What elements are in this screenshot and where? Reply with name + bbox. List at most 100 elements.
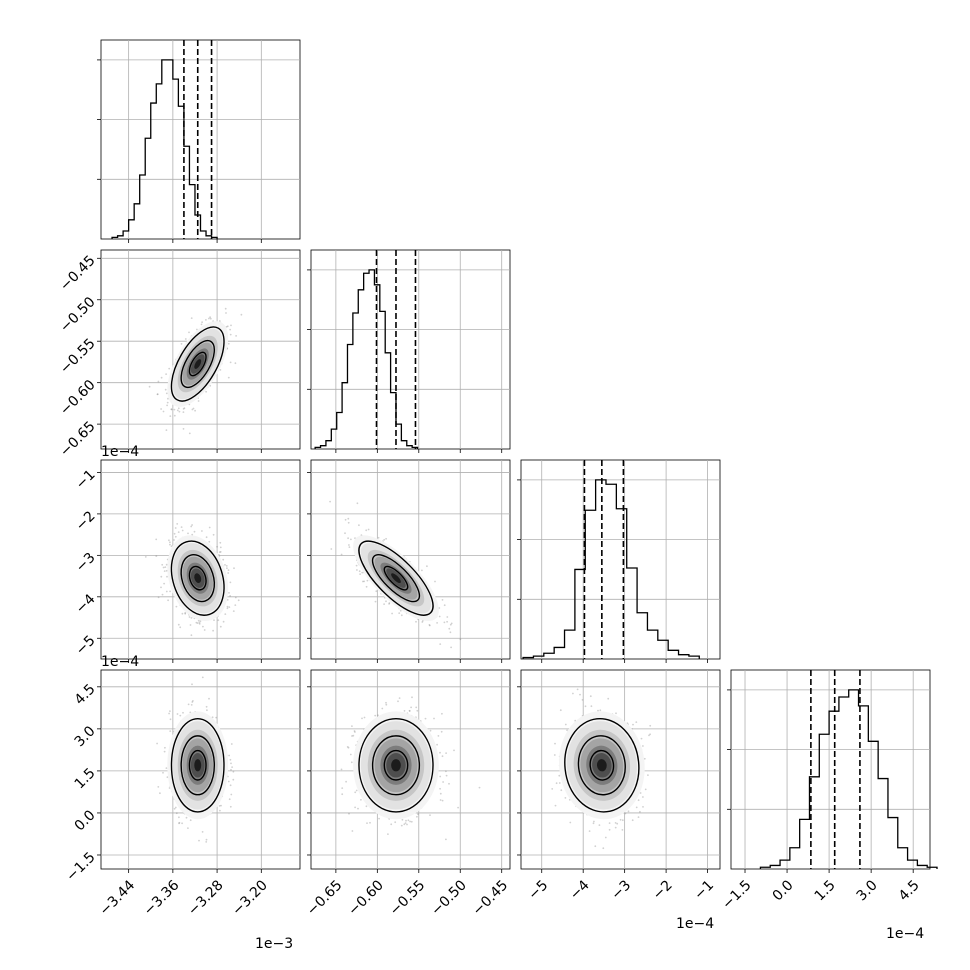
x-tick-label-p4-3: 1.5 bbox=[812, 877, 839, 904]
sample-point bbox=[405, 819, 407, 822]
sample-point bbox=[182, 411, 185, 413]
sample-point bbox=[191, 524, 194, 526]
sample-point bbox=[232, 610, 235, 612]
sample-point bbox=[197, 619, 200, 622]
contour-line bbox=[170, 717, 225, 813]
sample-point bbox=[439, 643, 442, 645]
sample-point bbox=[209, 384, 212, 387]
contour-line bbox=[188, 351, 207, 377]
sample-point bbox=[594, 845, 597, 848]
sample-point bbox=[348, 812, 350, 815]
sample-point bbox=[448, 627, 451, 630]
sample-point bbox=[429, 729, 432, 732]
sample-point bbox=[478, 786, 481, 789]
sample-point bbox=[387, 833, 389, 835]
panel-content bbox=[156, 676, 235, 843]
sample-point bbox=[226, 607, 229, 610]
sample-point bbox=[340, 553, 343, 556]
sample-point bbox=[566, 729, 568, 732]
sample-point bbox=[164, 566, 167, 568]
sample-point bbox=[176, 409, 179, 412]
sample-point bbox=[599, 709, 602, 712]
histogram-1 bbox=[111, 59, 218, 239]
sample-point bbox=[635, 806, 638, 809]
sample-point bbox=[375, 590, 378, 593]
sample-point bbox=[415, 706, 418, 709]
sample-point bbox=[590, 705, 593, 708]
sample-point bbox=[344, 532, 346, 535]
sample-point bbox=[199, 620, 202, 623]
sample-point bbox=[428, 624, 431, 626]
sample-point bbox=[192, 407, 195, 410]
sample-point bbox=[181, 612, 184, 615]
sample-point bbox=[329, 500, 331, 503]
sample-point bbox=[579, 693, 581, 696]
sample-point bbox=[589, 695, 592, 698]
sample-point bbox=[215, 716, 218, 719]
panel-content bbox=[329, 500, 462, 649]
sample-point bbox=[155, 538, 158, 541]
sample-point bbox=[643, 757, 646, 760]
sample-point bbox=[170, 408, 173, 411]
density-level bbox=[194, 359, 202, 369]
sample-point bbox=[226, 567, 228, 570]
sample-point bbox=[614, 822, 617, 824]
sample-point bbox=[439, 787, 441, 790]
contour-line bbox=[188, 565, 207, 591]
sample-point bbox=[205, 841, 208, 843]
sample-point bbox=[358, 570, 361, 573]
sample-point bbox=[390, 823, 393, 826]
sample-point bbox=[428, 624, 431, 627]
sample-point bbox=[237, 599, 240, 602]
sample-point bbox=[190, 704, 193, 706]
contour-line bbox=[358, 717, 434, 813]
contour-line bbox=[383, 749, 409, 781]
sample-point bbox=[240, 313, 243, 316]
sample-point bbox=[178, 410, 181, 413]
sample-point bbox=[385, 537, 387, 540]
sample-point bbox=[179, 714, 182, 717]
sample-point bbox=[408, 709, 411, 712]
sample-point bbox=[354, 806, 356, 809]
sample-point bbox=[637, 816, 640, 818]
sample-point bbox=[156, 742, 159, 745]
y-tick-label-p4-5: 4.5 bbox=[72, 681, 99, 708]
sample-point bbox=[165, 569, 168, 572]
sample-point bbox=[219, 551, 222, 553]
sample-point bbox=[168, 712, 171, 715]
sample-point bbox=[188, 432, 191, 435]
sample-point bbox=[189, 819, 192, 822]
sample-point bbox=[163, 582, 166, 585]
sample-point bbox=[178, 822, 180, 825]
sample-point bbox=[351, 830, 354, 832]
y-tick-label-p2-1: −0.65 bbox=[57, 418, 99, 460]
sample-point bbox=[410, 706, 412, 709]
sample-point bbox=[448, 782, 450, 785]
sample-point bbox=[178, 821, 181, 824]
sample-point bbox=[627, 810, 630, 813]
sample-point bbox=[179, 626, 182, 629]
sample-point bbox=[361, 571, 364, 574]
sample-point bbox=[160, 376, 163, 379]
x-tick-label-p3-5: −1 bbox=[691, 877, 717, 903]
sample-point bbox=[194, 409, 197, 412]
sample-point bbox=[169, 541, 171, 544]
sample-point bbox=[157, 786, 160, 788]
sample-point bbox=[198, 623, 201, 625]
sample-point bbox=[649, 733, 651, 736]
sample-point bbox=[209, 316, 212, 319]
sample-point bbox=[175, 812, 178, 815]
sample-point bbox=[642, 745, 644, 747]
density-level bbox=[596, 759, 607, 772]
sample-point bbox=[174, 527, 177, 529]
sample-point bbox=[357, 807, 359, 810]
sample-point bbox=[226, 605, 229, 608]
multiplier-p2-y: 1e−4 bbox=[101, 444, 139, 460]
sample-point bbox=[354, 791, 357, 794]
sample-point bbox=[446, 620, 448, 623]
sample-point bbox=[619, 818, 622, 821]
sample-point bbox=[187, 703, 190, 706]
multiplier-p1-x: 1e−3 bbox=[255, 936, 293, 952]
sample-point bbox=[198, 839, 200, 842]
sample-point bbox=[191, 701, 194, 703]
